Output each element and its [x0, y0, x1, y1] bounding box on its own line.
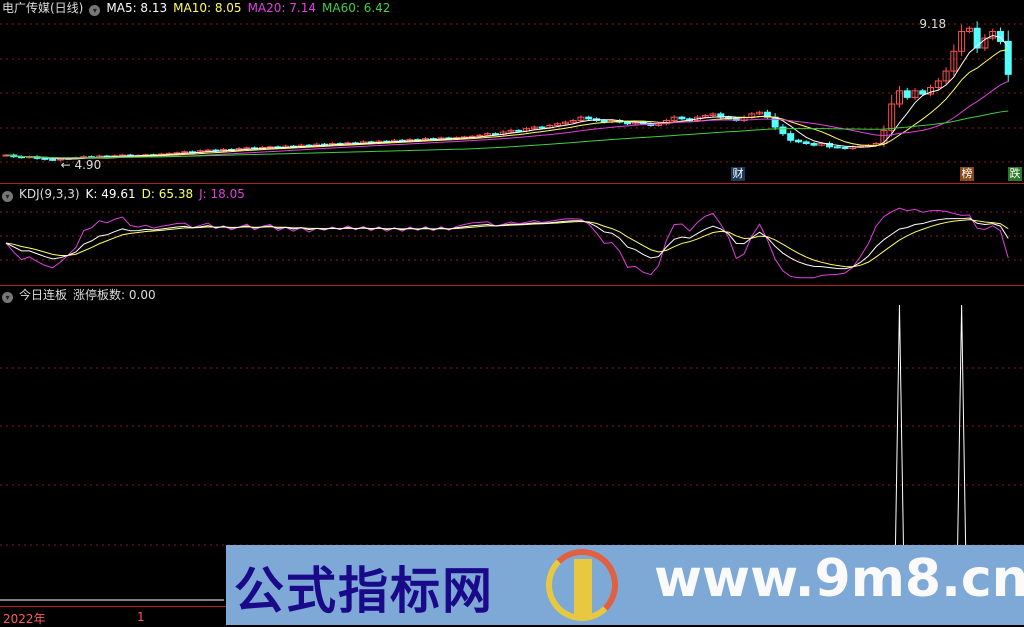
kdj-header: ▾ KDJ(9,3,3) K: 49.61 D: 65.38 J: 18.05	[2, 186, 251, 202]
axis-month: 1	[137, 610, 145, 624]
candle-down	[802, 141, 810, 145]
ma10-line	[5, 49, 1009, 159]
candle-up	[709, 113, 717, 117]
candle-down	[585, 116, 593, 120]
kdj-d: D: 65.38	[141, 187, 194, 201]
candle-up	[561, 121, 569, 125]
tag-bang[interactable]: 榜	[960, 167, 974, 181]
candle-up	[554, 123, 562, 126]
candle-up	[701, 115, 709, 118]
candle-down	[1004, 40, 1012, 75]
chart-canvas[interactable]: 9.18 ← 4.90	[0, 0, 1024, 606]
pane-separator[interactable]	[0, 285, 1024, 286]
candle-up	[981, 37, 989, 49]
candle-up	[934, 80, 942, 89]
candle-down	[779, 126, 787, 135]
watermark-logo	[546, 549, 618, 621]
candle-down	[833, 146, 841, 149]
ma20-value: MA20: 7.14	[247, 1, 316, 15]
candle-down	[919, 90, 927, 95]
watermark-url: www.9m8.cn	[654, 549, 1024, 609]
lianban-header: ▾ 今日连板 涨停板数: 0.00	[2, 287, 162, 303]
candle-up	[942, 70, 950, 82]
ma5-value: MA5: 8.13	[106, 1, 168, 15]
candle-up	[181, 151, 189, 154]
chevron-down-icon[interactable]: ▾	[2, 191, 13, 202]
candle-up	[577, 116, 585, 121]
ma5-line	[5, 34, 1009, 160]
candle-up	[569, 119, 577, 123]
kdj-k: K: 49.61	[85, 187, 136, 201]
candle-down	[515, 129, 523, 132]
watermark-text: 公式指标网	[234, 562, 494, 620]
watermark-banner: 公式指标网 www.9m8.cn	[226, 545, 1024, 625]
chevron-down-icon[interactable]: ▾	[2, 292, 13, 303]
candle-up	[756, 111, 764, 115]
candle-up	[950, 50, 958, 72]
candle-down	[763, 111, 771, 118]
kdj-d-line	[5, 219, 1009, 268]
candle-down	[41, 157, 49, 160]
candle-down	[49, 158, 57, 161]
lianban-value: 涨停板数: 0.00	[73, 288, 156, 302]
candle-up	[927, 87, 935, 95]
kdj-j: J: 18.05	[199, 187, 245, 201]
main-chart-header: 电广传媒(日线) ▾ MA5: 8.13 MA10: 8.05 MA20: 7.14 MA…	[2, 0, 396, 16]
candle-down	[787, 133, 795, 141]
chevron-down-icon[interactable]: ▾	[89, 5, 101, 16]
kdj-title: KDJ(9,3,3)	[19, 187, 80, 201]
tag-cai[interactable]: 财	[731, 167, 745, 181]
kdj-k-line	[5, 217, 1009, 270]
candle-down	[826, 143, 834, 148]
stock-title: 电广传媒(日线)	[2, 1, 84, 15]
tag-die[interactable]: 跌	[1008, 167, 1022, 181]
candle-up	[911, 90, 919, 98]
candle-up	[880, 129, 888, 145]
candle-up	[530, 126, 538, 130]
ma60-value: MA60: 6.42	[322, 1, 391, 15]
candle-down	[794, 139, 802, 143]
candle-up	[507, 129, 515, 133]
candle-up	[484, 133, 492, 136]
candle-down	[973, 27, 981, 49]
candle-down	[491, 133, 499, 136]
ma10-value: MA10: 8.05	[173, 1, 242, 15]
candle-up	[958, 31, 966, 52]
kdj-j-line	[5, 207, 1009, 279]
candle-up	[989, 31, 997, 39]
limit-up-spike	[893, 304, 905, 606]
lianban-title: 今日连板	[19, 288, 68, 302]
candle-down	[903, 90, 911, 98]
candle-down	[810, 143, 818, 146]
candle-up	[895, 90, 903, 105]
candle-down	[841, 146, 849, 149]
candle-up	[243, 147, 251, 150]
candle-up	[888, 103, 896, 131]
low-price-label: ← 4.90	[61, 158, 102, 172]
candle-up	[670, 116, 678, 121]
candle-down	[678, 116, 686, 120]
axis-year: 2022年	[3, 612, 46, 626]
candle-up	[965, 27, 973, 33]
limit-up-spike	[956, 304, 968, 606]
candle-up	[204, 149, 212, 152]
candle-up	[818, 143, 826, 146]
high-price-label: 9.18	[919, 17, 946, 31]
candle-up	[476, 134, 484, 137]
candle-down	[538, 126, 546, 129]
pane-separator[interactable]	[0, 183, 1024, 184]
ma60-line	[5, 110, 1009, 159]
